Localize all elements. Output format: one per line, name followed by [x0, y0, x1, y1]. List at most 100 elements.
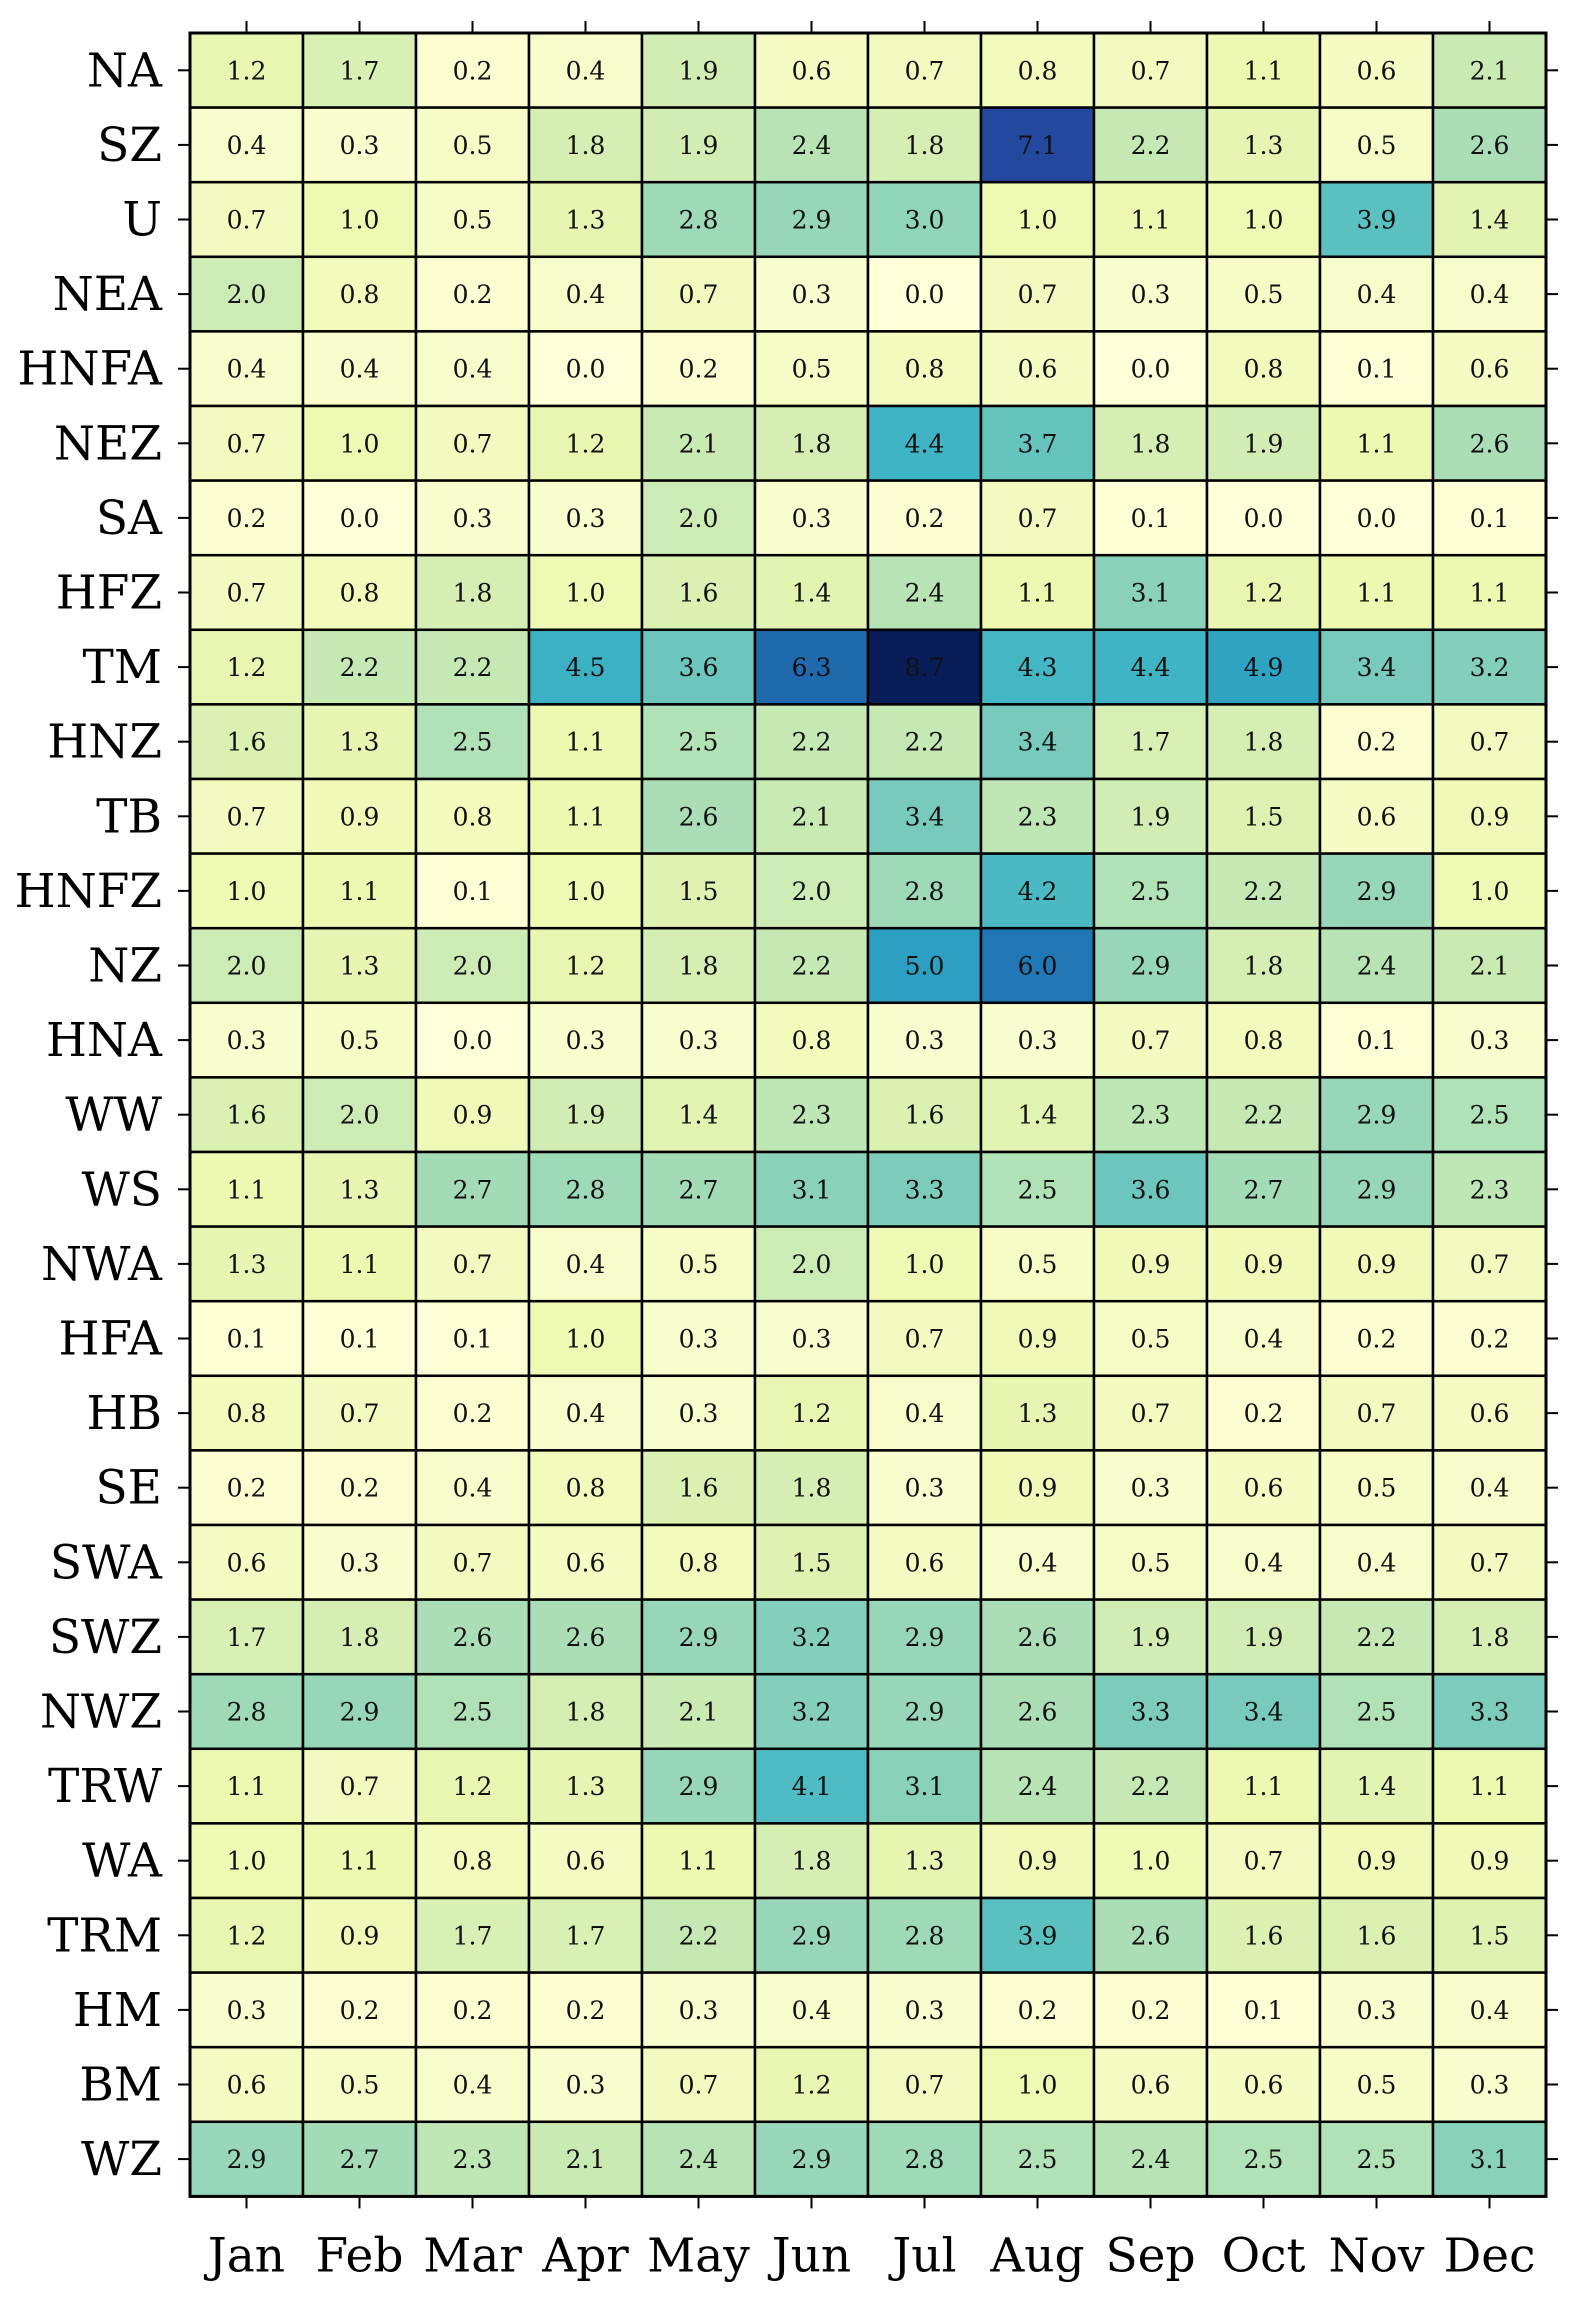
cell-HNFA-Jan	[188, 330, 305, 408]
column-label-Jun: Jun	[768, 2228, 851, 2283]
cell-WA-Sep	[1092, 1822, 1209, 1900]
cell-WS-Feb	[301, 1150, 418, 1228]
row-label-TRM: TRM	[47, 1908, 162, 1963]
cell-value-HNZ-Mar: 2.5	[453, 728, 493, 757]
cell-value-BM-Mar: 0.4	[453, 2071, 493, 2100]
cell-value-HNA-Aug: 0.3	[1018, 1026, 1058, 1055]
cell-WZ-Nov	[1318, 2120, 1435, 2198]
cell-HB-Sep	[1092, 1374, 1209, 1452]
cell-NWA-May	[640, 1225, 757, 1303]
cell-value-WA-Aug: 0.9	[1018, 1847, 1058, 1876]
cell-value-NEZ-Jul: 4.4	[905, 429, 945, 458]
cell-NWA-Feb	[301, 1225, 418, 1303]
cell-value-SWA-Jan: 0.6	[227, 1548, 267, 1577]
cell-value-HNZ-Oct: 1.8	[1244, 728, 1284, 757]
cell-value-SZ-Mar: 0.5	[453, 131, 493, 160]
cell-SA-May	[640, 479, 757, 557]
cell-value-NWA-Jan: 1.3	[227, 1250, 267, 1279]
cell-value-SE-Nov: 0.5	[1357, 1474, 1397, 1503]
cell-value-SA-Jan: 0.2	[227, 504, 267, 533]
cell-value-NA-Apr: 0.4	[566, 56, 606, 85]
cell-value-NEZ-Mar: 0.7	[453, 429, 493, 458]
cell-HNA-Jan	[188, 1001, 305, 1079]
cell-value-U-Sep: 1.1	[1131, 206, 1171, 235]
cell-value-SWZ-Jul: 2.9	[905, 1623, 945, 1652]
cell-value-TB-Feb: 0.9	[340, 802, 380, 831]
column-label-May: May	[647, 2228, 750, 2283]
cell-value-HM-Jan: 0.3	[227, 1996, 267, 2025]
cell-SE-Nov	[1318, 1449, 1435, 1527]
cell-value-NEZ-Feb: 1.0	[340, 429, 380, 458]
cell-value-NZ-May: 1.8	[679, 952, 719, 981]
cell-value-NA-Jul: 0.7	[905, 56, 945, 85]
cell-value-TM-Oct: 4.9	[1244, 653, 1284, 682]
cell-value-SZ-Apr: 1.8	[566, 131, 606, 160]
cell-value-SZ-Sep: 2.2	[1131, 131, 1171, 160]
cell-value-NZ-Sep: 2.9	[1131, 952, 1171, 981]
cell-value-TRW-Jul: 3.1	[905, 1772, 945, 1801]
cell-TM-Nov	[1318, 628, 1435, 706]
cell-value-NWZ-Jan: 2.8	[227, 1698, 267, 1727]
cell-HB-May	[640, 1374, 757, 1452]
column-label-Oct: Oct	[1222, 2228, 1306, 2283]
cell-WW-May	[640, 1076, 757, 1154]
cell-HB-Mar	[414, 1374, 531, 1452]
cell-value-NZ-Feb: 1.3	[340, 952, 380, 981]
cell-value-HNFA-Mar: 0.4	[453, 355, 493, 384]
cell-HFZ-Nov	[1318, 553, 1435, 632]
row-label-SWZ: SWZ	[49, 1610, 162, 1665]
cell-value-SE-May: 1.6	[679, 1474, 719, 1503]
cell-value-HM-May: 0.3	[679, 1996, 719, 2025]
cell-value-HNFA-Oct: 0.8	[1244, 355, 1284, 384]
cell-TM-Mar	[414, 628, 531, 706]
cell-SE-Feb	[301, 1449, 418, 1527]
cell-value-NWA-Jun: 2.0	[792, 1250, 832, 1279]
cell-value-HFZ-Aug: 1.1	[1018, 579, 1058, 608]
cell-value-WA-Sep: 1.0	[1131, 1847, 1171, 1876]
cell-HFA-Dec	[1431, 1299, 1548, 1378]
cell-value-HB-Apr: 0.4	[566, 1399, 606, 1428]
cell-value-WW-Jun: 2.3	[792, 1101, 832, 1130]
cell-value-HFA-Jul: 0.7	[905, 1325, 945, 1354]
cell-value-WS-Mar: 2.7	[453, 1175, 493, 1204]
cell-SZ-Feb	[301, 106, 418, 184]
cell-SWZ-May	[640, 1598, 757, 1676]
row-label-HB: HB	[86, 1386, 162, 1441]
cell-TM-Sep	[1092, 628, 1209, 706]
cell-NEZ-Aug	[979, 404, 1096, 482]
cell-HNA-Apr	[527, 1001, 644, 1079]
cell-NA-Feb	[301, 31, 418, 109]
cell-value-HNZ-May: 2.5	[679, 728, 719, 757]
cell-value-HNFA-Nov: 0.1	[1357, 355, 1397, 384]
cell-TRW-Sep	[1092, 1747, 1209, 1825]
cell-value-WA-Nov: 0.9	[1357, 1847, 1397, 1876]
cell-HNZ-Dec	[1431, 703, 1548, 781]
cell-value-SWA-Feb: 0.3	[340, 1548, 380, 1577]
cell-NZ-Jun	[753, 926, 870, 1005]
cell-WA-Oct	[1205, 1822, 1322, 1900]
cell-NWZ-May	[640, 1672, 757, 1751]
cell-value-NA-Dec: 2.1	[1470, 56, 1510, 85]
cell-value-SA-Sep: 0.1	[1131, 504, 1171, 533]
cell-value-U-Nov: 3.9	[1357, 206, 1397, 235]
cell-value-TRM-Aug: 3.9	[1018, 1921, 1058, 1950]
cell-value-SA-Feb: 0.0	[340, 504, 380, 533]
cell-value-NWZ-Mar: 2.5	[453, 1698, 493, 1727]
cell-NWZ-Feb	[301, 1672, 418, 1751]
cell-value-SZ-Aug: 7.1	[1018, 131, 1058, 160]
cell-value-WW-Jul: 1.6	[905, 1101, 945, 1130]
cell-WS-Jan	[188, 1150, 305, 1228]
cell-value-NWA-Sep: 0.9	[1131, 1250, 1171, 1279]
cell-SZ-Jul	[866, 106, 983, 184]
row-label-NA: NA	[87, 43, 163, 98]
cell-value-TM-May: 3.6	[679, 653, 719, 682]
cell-value-HNFA-Jul: 0.8	[905, 355, 945, 384]
cell-value-NWZ-Oct: 3.4	[1244, 1698, 1284, 1727]
cell-value-NA-Jun: 0.6	[792, 56, 832, 85]
cell-NZ-Mar	[414, 926, 531, 1005]
cell-NWA-Jul	[866, 1225, 983, 1303]
cell-NZ-Jan	[188, 926, 305, 1005]
cell-value-SWA-Jun: 1.5	[792, 1548, 832, 1577]
cell-value-SWZ-Feb: 1.8	[340, 1623, 380, 1652]
cell-value-SE-Jul: 0.3	[905, 1474, 945, 1503]
